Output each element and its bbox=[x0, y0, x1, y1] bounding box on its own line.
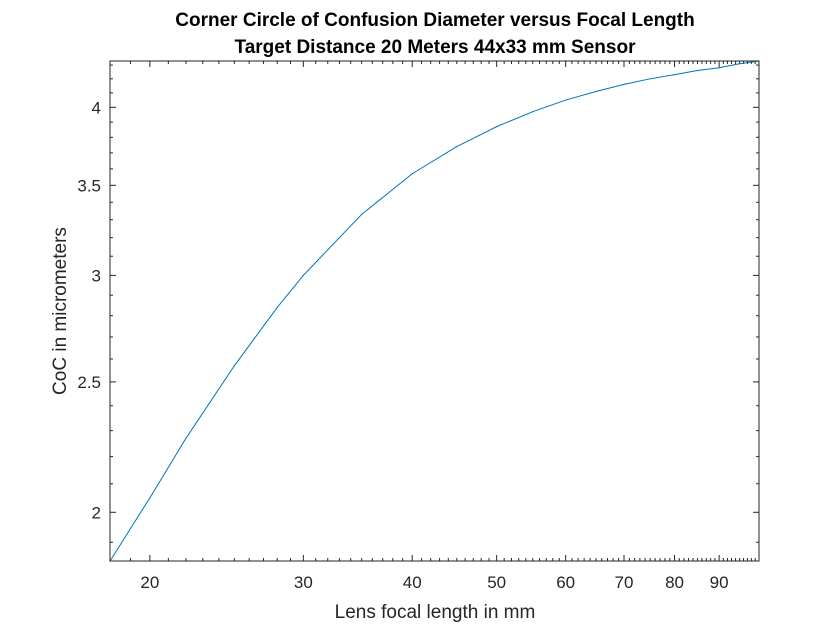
data-point bbox=[411, 173, 413, 175]
major-ticks bbox=[110, 61, 759, 561]
data-point bbox=[532, 111, 534, 113]
y-tick-labels: 2 2.5 3 3.5 4 bbox=[77, 98, 101, 522]
x-tick-label: 80 bbox=[665, 573, 684, 592]
data-point bbox=[456, 145, 458, 148]
data-point bbox=[718, 67, 720, 69]
series-line bbox=[109, 60, 760, 562]
x-tick-label: 40 bbox=[403, 573, 422, 592]
x-tick-label: 60 bbox=[556, 573, 575, 592]
data-point bbox=[738, 63, 741, 65]
data-point bbox=[565, 99, 567, 101]
chart-title: Corner Circle of Confusion Diameter vers… bbox=[175, 10, 694, 31]
y-tick-label: 3 bbox=[92, 266, 101, 285]
chart-subtitle: Target Distance 20 Meters 44x33 mm Senso… bbox=[235, 37, 637, 58]
y-tick-label: 2 bbox=[92, 503, 101, 522]
x-axis-label: Lens focal length in mm bbox=[335, 602, 536, 623]
y-tick-label: 3.5 bbox=[77, 176, 101, 195]
data-point bbox=[649, 78, 651, 80]
y-axis-label: CoC in micrometers bbox=[50, 227, 71, 395]
x-tick-label: 30 bbox=[294, 573, 313, 592]
data-point bbox=[302, 274, 304, 276]
data-point bbox=[361, 213, 363, 216]
x-tick-label: 70 bbox=[615, 573, 634, 592]
data-point bbox=[696, 69, 699, 72]
data-point bbox=[595, 90, 597, 93]
y-tick-label: 2.5 bbox=[77, 373, 101, 392]
x-tick-label: 90 bbox=[710, 573, 729, 592]
plot-frame bbox=[109, 60, 760, 562]
y-tick-label: 4 bbox=[92, 98, 101, 117]
data-point bbox=[496, 126, 498, 128]
plot-area bbox=[110, 61, 759, 561]
data-point bbox=[276, 306, 278, 309]
data-point bbox=[149, 497, 151, 499]
x-tick-label: 20 bbox=[140, 573, 159, 592]
x-tick-labels: 20 30 40 50 60 70 80 90 bbox=[140, 573, 728, 592]
data-point bbox=[673, 74, 676, 76]
data-point bbox=[233, 365, 235, 367]
data-point bbox=[185, 437, 187, 439]
x-tick-label: 50 bbox=[487, 573, 506, 592]
data-point bbox=[623, 83, 625, 85]
